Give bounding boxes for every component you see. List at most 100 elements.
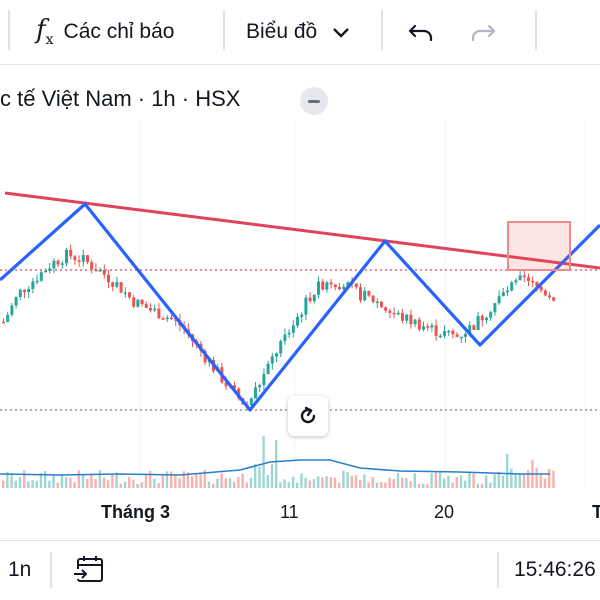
calendar-arrow-icon [73, 556, 103, 582]
candle-body [535, 281, 539, 287]
pattern-zigzag [0, 202, 600, 412]
volume-bar [69, 477, 72, 488]
volume-bar [489, 482, 492, 488]
volume-bar [165, 471, 169, 488]
candle-body [342, 286, 346, 290]
volume-bar [18, 477, 22, 488]
refresh-icon [300, 406, 316, 424]
candle-body [90, 262, 94, 270]
candle-body [417, 319, 421, 330]
volume-bar [39, 473, 43, 488]
candle-body [31, 281, 35, 289]
volume-bar [338, 482, 341, 488]
candle-body [203, 351, 207, 363]
candle-body [304, 297, 308, 315]
candle-body [527, 277, 530, 281]
volume-bar [115, 472, 118, 488]
clock[interactable]: 15:46:26 [514, 548, 596, 592]
redo-icon [471, 24, 496, 42]
candlesticks [2, 244, 556, 411]
volume-bar [132, 479, 135, 488]
volume-bar [485, 475, 488, 488]
volume-bar [65, 477, 68, 488]
volume-bar [308, 480, 311, 488]
volume-bar [363, 474, 366, 488]
undo-button[interactable] [406, 0, 436, 64]
highlight-box [507, 221, 571, 271]
go-to-date-button[interactable] [72, 548, 106, 592]
candle-body [485, 317, 488, 321]
volume-bar [279, 482, 282, 488]
undo-icon [408, 24, 433, 42]
interval-button[interactable]: 1n [8, 548, 31, 592]
volume-bar [233, 481, 236, 488]
candle-body [476, 315, 480, 330]
candle-body [497, 296, 501, 304]
chart-type-dropdown[interactable]: Biểu đồ [246, 0, 351, 64]
volume-bar [56, 482, 59, 488]
volume-bar [90, 473, 93, 488]
volume-bar [81, 475, 85, 488]
volume-bar [548, 468, 551, 488]
indicators-button[interactable]: fx Các chỉ báo [36, 0, 174, 64]
volume-bar [86, 478, 89, 488]
volume-bar [522, 474, 526, 488]
volume-bar [111, 474, 114, 488]
candle-body [409, 314, 413, 325]
volume-bar [405, 478, 408, 488]
candle-body [14, 296, 18, 306]
candle-body [396, 312, 400, 315]
candle-body [438, 335, 442, 338]
candle-body [422, 326, 425, 330]
candle-body [308, 297, 312, 302]
volume-bar [401, 477, 404, 488]
toolbar-divider [8, 10, 10, 50]
volume-bar [123, 481, 127, 488]
volume-bar [543, 478, 547, 488]
bottom-divider-vertical [50, 552, 52, 588]
candle-body [359, 287, 362, 301]
candle-body [258, 385, 262, 388]
reset-chart-button[interactable] [288, 396, 328, 436]
volume-bar [199, 473, 202, 488]
symbol-header[interactable]: c tế Việt Nam · 1h · HSX [0, 78, 240, 120]
x-axis-label: T [592, 502, 600, 522]
toolbar-divider [381, 10, 383, 50]
candle-body [380, 301, 383, 308]
candle-body [69, 249, 73, 257]
candle-body [56, 260, 60, 265]
toolbar-divider [223, 10, 225, 50]
volume-bar [464, 480, 467, 488]
candle-body [144, 303, 148, 309]
volume-bar [128, 477, 131, 488]
volume-bar [237, 476, 240, 488]
indicators-label: Các chỉ báo [63, 20, 175, 43]
volume-bar [396, 473, 400, 488]
volume-bar [245, 482, 248, 488]
volume-bar [191, 476, 194, 488]
volume-bar [258, 466, 261, 488]
volume-bar [207, 481, 211, 488]
candle-body [464, 333, 467, 337]
price-chart[interactable] [0, 120, 600, 500]
chart-type-label: Biểu đồ [246, 20, 318, 43]
volume-bar [430, 473, 433, 488]
candle-body [60, 263, 64, 265]
candle-body [455, 334, 459, 337]
candle-body [287, 332, 291, 335]
volume-bar [119, 483, 122, 488]
candle-body [153, 308, 157, 311]
redo-button[interactable] [468, 0, 498, 64]
volume-bar [287, 482, 290, 488]
volume-bar [228, 478, 232, 488]
volume-bar [510, 468, 513, 488]
candle-body [81, 255, 85, 262]
volume-bar [367, 482, 370, 488]
candle-body [375, 301, 379, 304]
volume-bar [220, 473, 223, 488]
candle-body [2, 321, 5, 324]
candle-body [102, 269, 106, 275]
collapse-legend-button[interactable] [300, 87, 328, 115]
candle-body [371, 295, 375, 302]
candle-body [52, 260, 56, 269]
